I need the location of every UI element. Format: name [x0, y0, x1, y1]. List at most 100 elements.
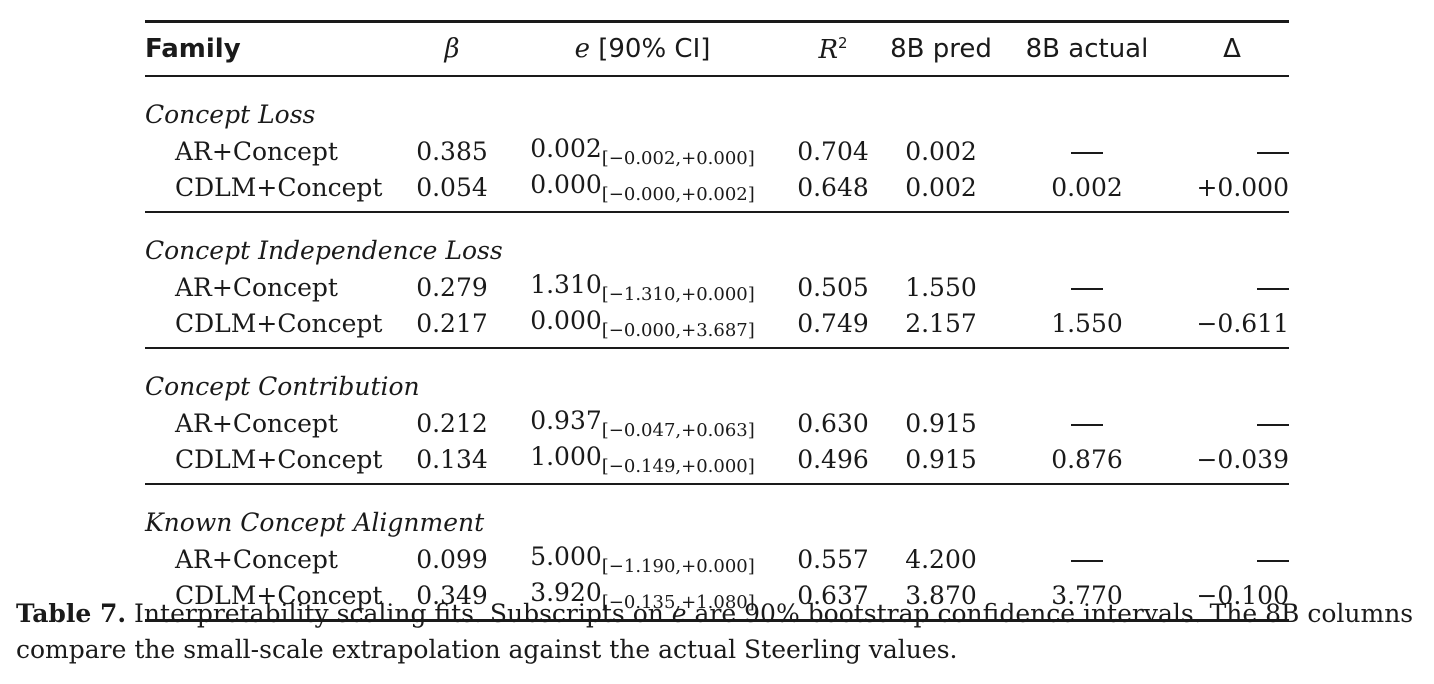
- e-confidence-interval: [−1.190,+0.000]: [601, 555, 755, 577]
- pred-8b-value: 3.870: [905, 580, 977, 610]
- r2-value: 0.704: [797, 136, 869, 166]
- model-name: CDLM+Concept: [175, 308, 383, 338]
- beta-value: 0.385: [416, 136, 488, 166]
- not-available-dash: [1071, 560, 1103, 562]
- model-name: AR+Concept: [175, 136, 338, 166]
- e-value: 0.000: [530, 305, 602, 335]
- model-name: AR+Concept: [175, 544, 338, 574]
- e-value: 1.310: [530, 269, 602, 299]
- results-table-container: Family β e [90% CI] R2 8B pred 8B actual…: [145, 20, 1289, 622]
- table-row: AR+Concept 0.279 1.310[−1.310,+0.000] 0.505…: [145, 269, 1289, 305]
- not-available-dash: [1257, 560, 1289, 562]
- table-row: CDLM+Concept 0.134 1.000[−0.149,+0.000] 0.4…: [145, 441, 1289, 484]
- delta-value: [1175, 133, 1289, 169]
- actual-8b-value: [999, 133, 1175, 169]
- r2-value: 0.630: [797, 408, 869, 438]
- e-value-cell: 0.000[−0.000,+3.687]: [502, 305, 783, 348]
- model-name: AR+Concept: [175, 272, 338, 302]
- delta-value: +0.000: [1196, 172, 1289, 202]
- e-confidence-interval: [−0.135,+1.080]: [601, 591, 755, 613]
- delta-value: −0.100: [1196, 580, 1289, 610]
- actual-8b-value: [999, 269, 1175, 305]
- table-group: Known Concept Alignment AR+Concept 0.099 5.…: [145, 484, 1289, 621]
- e-symbol: e: [574, 34, 590, 64]
- e-value: 3.920: [530, 577, 602, 607]
- group-title: Concept Contribution: [145, 372, 420, 401]
- group-title-row: Concept Independence Loss: [145, 212, 1289, 269]
- r2-value: 0.648: [797, 172, 869, 202]
- delta-value: −0.039: [1196, 444, 1289, 474]
- beta-value: 0.212: [416, 408, 488, 438]
- e-value-cell: 0.937[−0.047,+0.063]: [502, 405, 783, 441]
- e-confidence-interval: [−0.047,+0.063]: [601, 419, 755, 441]
- beta-value: 0.099: [416, 544, 488, 574]
- header-e: e [90% CI]: [502, 22, 783, 77]
- table-caption: Table 7. Interpretability scaling fits. …: [16, 596, 1426, 668]
- group-title-row: Concept Loss: [145, 76, 1289, 133]
- delta-value: −0.611: [1196, 308, 1289, 338]
- actual-8b-value: 1.550: [1051, 308, 1123, 338]
- header-8b-pred: 8B pred: [890, 34, 992, 64]
- beta-value: 0.054: [416, 172, 488, 202]
- e-value-cell: 1.000[−0.149,+0.000]: [502, 441, 783, 484]
- not-available-dash: [1071, 424, 1103, 426]
- caption-text-after: are 90% bootstrap confidence intervals. …: [16, 599, 1414, 664]
- table-row: CDLM+Concept 0.217 0.000[−0.000,+3.687] 0.7…: [145, 305, 1289, 348]
- e-value: 0.937: [530, 405, 602, 435]
- e-value: 0.002: [530, 133, 602, 163]
- actual-8b-value: 0.876: [1051, 444, 1123, 474]
- table-row: CDLM+Concept 0.054 0.000[−0.000,+0.002] 0.6…: [145, 169, 1289, 212]
- not-available-dash: [1257, 152, 1289, 154]
- delta-value: [1175, 269, 1289, 305]
- actual-8b-value: 0.002: [1051, 172, 1123, 202]
- pred-8b-value: 0.915: [905, 444, 977, 474]
- not-available-dash: [1071, 152, 1103, 154]
- group-title-row: Concept Contribution: [145, 348, 1289, 405]
- e-value: 1.000: [530, 441, 602, 471]
- not-available-dash: [1071, 288, 1103, 290]
- header-r2: R2: [783, 22, 883, 77]
- table-row: AR+Concept 0.212 0.937[−0.047,+0.063] 0.630…: [145, 405, 1289, 441]
- caption-text-before: Interpretability scaling fits. Subscript…: [126, 599, 672, 628]
- e-confidence-interval: [−0.002,+0.000]: [601, 147, 755, 169]
- header-8b-actual: 8B actual: [1025, 34, 1149, 64]
- e-ci-label: [90% CI]: [589, 34, 711, 64]
- actual-8b-value: [999, 405, 1175, 441]
- e-value-cell: 1.310[−1.310,+0.000]: [502, 269, 783, 305]
- delta-value: [1175, 405, 1289, 441]
- beta-value: 0.134: [416, 444, 488, 474]
- pred-8b-value: 0.002: [905, 136, 977, 166]
- model-name: CDLM+Concept: [175, 172, 383, 202]
- pred-8b-value: 2.157: [905, 308, 977, 338]
- e-value-cell: 0.000[−0.000,+0.002]: [502, 169, 783, 212]
- model-name: CDLM+Concept: [175, 444, 383, 474]
- r2-value: 0.496: [797, 444, 869, 474]
- beta-symbol: β: [444, 34, 460, 64]
- e-confidence-interval: [−0.000,+0.002]: [601, 183, 755, 205]
- actual-8b-value: 3.770: [1051, 580, 1123, 610]
- r2-value: 0.637: [797, 580, 869, 610]
- e-confidence-interval: [−1.310,+0.000]: [601, 283, 755, 305]
- e-confidence-interval: [−0.149,+0.000]: [601, 455, 755, 477]
- beta-value: 0.279: [416, 272, 488, 302]
- table-group: Concept Independence Loss AR+Concept 0.279…: [145, 212, 1289, 348]
- r2-symbol: R: [818, 34, 839, 65]
- model-name: CDLM+Concept: [175, 580, 383, 610]
- caption-label: Table 7.: [16, 599, 127, 628]
- not-available-dash: [1257, 288, 1289, 290]
- table-group: Concept Contribution AR+Concept 0.212 0.937…: [145, 348, 1289, 484]
- group-title-row: Known Concept Alignment: [145, 484, 1289, 541]
- header-beta: β: [402, 22, 502, 77]
- group-title: Known Concept Alignment: [145, 508, 485, 537]
- r2-value: 0.557: [797, 544, 869, 574]
- e-value-cell: 0.002[−0.002,+0.000]: [502, 133, 783, 169]
- table-row: CDLM+Concept 0.349 3.920[−0.135,+1.080] 0.6…: [145, 577, 1289, 621]
- r2-value: 0.749: [797, 308, 869, 338]
- pred-8b-value: 4.200: [905, 544, 977, 574]
- not-available-dash: [1257, 424, 1289, 426]
- r2-value: 0.505: [797, 272, 869, 302]
- e-value: 0.000: [530, 169, 602, 199]
- e-value-cell: 5.000[−1.190,+0.000]: [502, 541, 783, 577]
- r2-superscript: 2: [838, 33, 848, 52]
- header-delta: Δ: [1223, 34, 1241, 64]
